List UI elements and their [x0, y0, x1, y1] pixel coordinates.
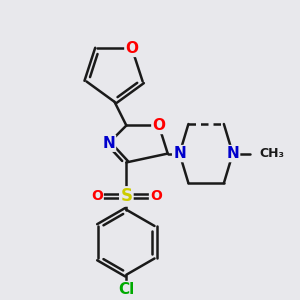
Text: O: O: [125, 41, 138, 56]
Text: CH₃: CH₃: [259, 147, 284, 160]
Text: N: N: [173, 146, 186, 161]
Text: O: O: [91, 189, 103, 203]
Text: N: N: [226, 146, 239, 161]
Text: S: S: [120, 188, 132, 206]
Text: Cl: Cl: [118, 282, 134, 297]
Text: O: O: [152, 118, 165, 133]
Text: O: O: [150, 189, 162, 203]
Text: N: N: [102, 136, 115, 151]
